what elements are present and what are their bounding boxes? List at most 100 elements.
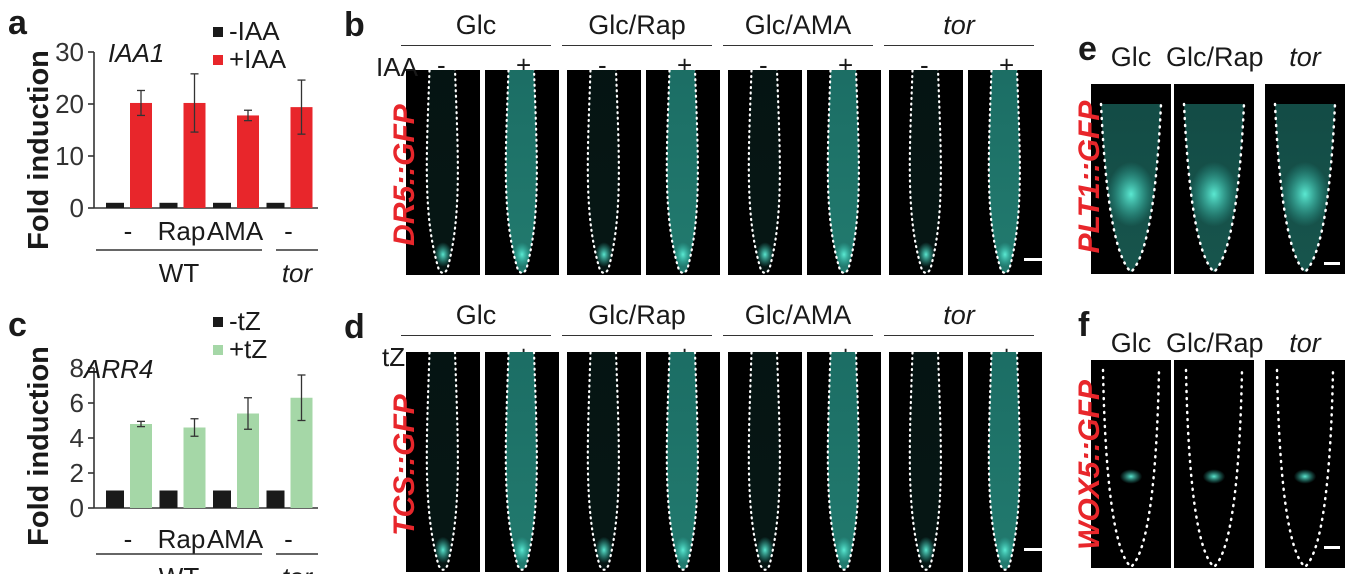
- column-label: tor: [1289, 42, 1321, 72]
- group-label: tor: [943, 10, 975, 40]
- micrograph: [406, 352, 480, 572]
- micrograph: [567, 352, 641, 572]
- root-outline: [665, 70, 699, 275]
- y-tick-label: 4: [70, 423, 84, 453]
- bar: [213, 202, 231, 208]
- treatment-sign: -: [920, 50, 929, 80]
- bar: [130, 102, 152, 208]
- category-label: AMA: [207, 216, 264, 246]
- bar: [266, 202, 285, 208]
- category-label: -: [284, 524, 293, 554]
- micrograph: [728, 70, 802, 275]
- root-outline: [504, 70, 538, 275]
- column-label: Glc: [1110, 328, 1152, 358]
- panel-label-e: e: [1078, 30, 1097, 68]
- gene-label: ARR4: [82, 354, 153, 384]
- group-label: Glc/AMA: [744, 300, 852, 330]
- group-underline: [723, 45, 873, 46]
- micrograph: [889, 70, 963, 275]
- root-outline: [1275, 368, 1335, 568]
- root-outline: [908, 70, 942, 275]
- group-label: tor: [282, 562, 314, 574]
- root-outline: [1184, 368, 1244, 568]
- group-label: Glc: [455, 300, 497, 330]
- root-outline: [1182, 102, 1246, 274]
- group-label: Glc/Rap: [588, 10, 686, 40]
- group-label: WT: [159, 258, 200, 288]
- bar: [213, 490, 231, 508]
- micrograph: [406, 70, 480, 275]
- category-label: -: [124, 524, 133, 554]
- bar: [266, 490, 285, 508]
- reporter-label: TCS::GFP: [388, 394, 421, 536]
- treatment-label: IAA: [376, 52, 418, 82]
- category-label: Rap: [158, 216, 206, 246]
- column-label: Glc/Rap: [1166, 328, 1264, 358]
- root-outline: [987, 70, 1021, 275]
- bar: [183, 102, 206, 208]
- micrograph: [1174, 84, 1254, 274]
- column-label: Glc: [1110, 42, 1152, 72]
- root-outline: [1273, 102, 1337, 274]
- bar: [159, 490, 178, 508]
- micrograph: [807, 70, 881, 275]
- panel-label-d: d: [344, 308, 365, 346]
- root-outline: [987, 352, 1021, 571]
- root-outline: [586, 352, 620, 571]
- group-underline: [562, 335, 712, 336]
- legend-swatch: [213, 55, 223, 65]
- micrograph: [646, 70, 720, 275]
- y-tick-label: 6: [70, 388, 84, 418]
- micrograph: [889, 352, 963, 572]
- micrograph: [1265, 84, 1345, 274]
- group-label: tor: [282, 258, 314, 288]
- category-label: -: [124, 216, 133, 246]
- group-label: tor: [943, 300, 975, 330]
- legend-label: -tZ: [229, 306, 261, 336]
- reporter-label: PLT1::GFP: [1073, 100, 1106, 254]
- legend-swatch: [213, 317, 223, 327]
- y-tick-label: 2: [70, 458, 84, 488]
- group-label: Glc/AMA: [744, 10, 852, 40]
- group-underline: [562, 45, 712, 46]
- micrograph: [1265, 360, 1345, 568]
- panel-label-c: c: [8, 306, 27, 344]
- bar: [290, 397, 313, 508]
- legend-label: -IAA: [229, 16, 280, 46]
- category-label: -: [284, 216, 293, 246]
- column-label: tor: [1289, 328, 1321, 358]
- group-underline: [884, 45, 1034, 46]
- bar: [237, 413, 259, 508]
- micrograph: [728, 352, 802, 572]
- group-underline: [884, 335, 1034, 336]
- bar: [130, 424, 152, 508]
- root-outline: [1099, 102, 1163, 274]
- y-tick-label: 10: [55, 141, 84, 171]
- root-outline: [747, 70, 781, 275]
- gene-label: IAA1: [108, 38, 164, 68]
- treatment-sign: -: [598, 50, 607, 80]
- group-label: Glc: [455, 10, 497, 40]
- root-outline: [665, 352, 699, 571]
- root-outline: [586, 70, 620, 275]
- micrograph: [968, 70, 1042, 275]
- y-tick-label: 0: [70, 193, 84, 223]
- group-underline: [401, 45, 551, 46]
- category-label: AMA: [207, 524, 264, 554]
- scale-bar: [1324, 262, 1340, 265]
- reporter-label: DR5::GFP: [388, 104, 421, 246]
- y-tick-label: 30: [55, 37, 84, 67]
- micrograph: [1091, 84, 1171, 274]
- column-label: Glc/Rap: [1166, 42, 1264, 72]
- legend-swatch: [213, 27, 223, 37]
- legend-label: +IAA: [229, 44, 287, 74]
- panel-label-f: f: [1078, 306, 1090, 344]
- scale-bar: [1024, 258, 1042, 261]
- group-underline: [401, 335, 551, 336]
- root-outline: [908, 352, 942, 571]
- treatment-label: tZ: [382, 342, 406, 372]
- root-outline: [747, 352, 781, 571]
- scale-bar: [1324, 546, 1340, 549]
